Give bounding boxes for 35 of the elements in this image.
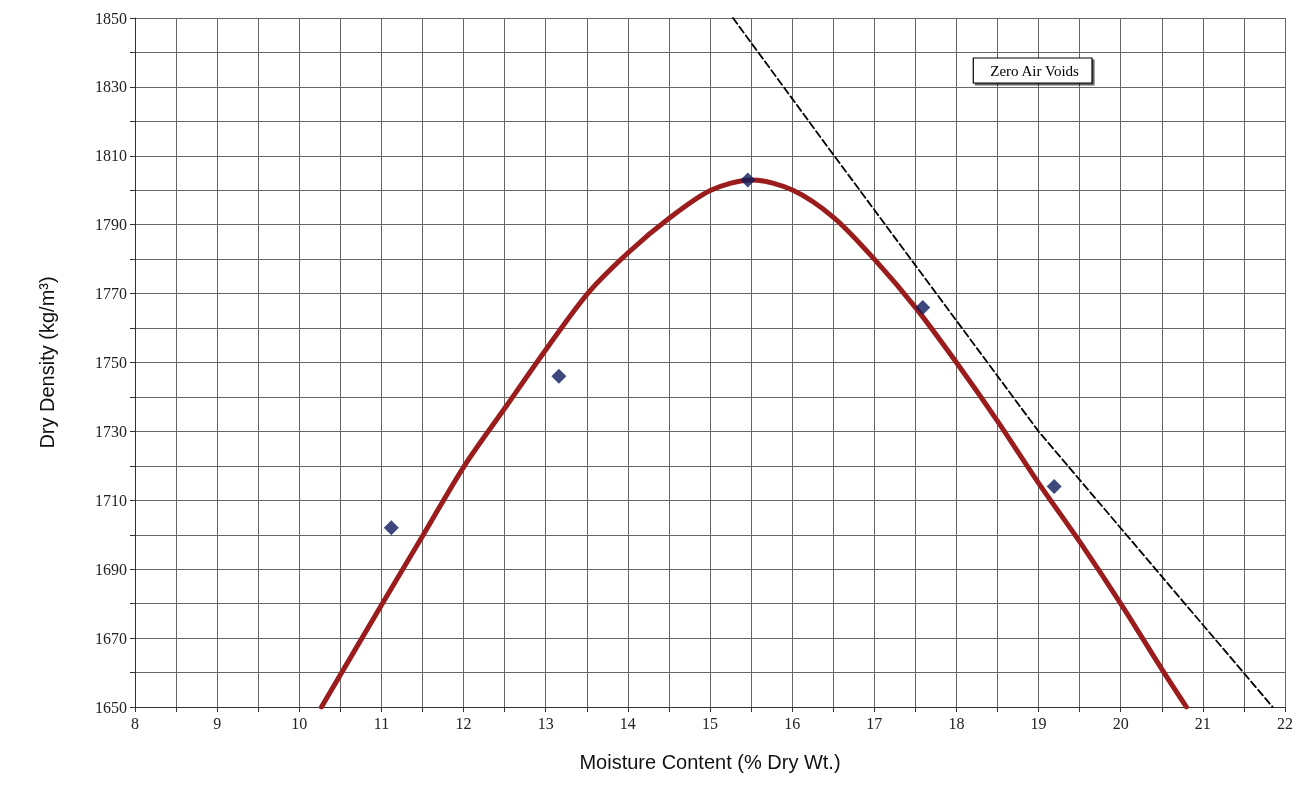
point (740, 172, 756, 188)
x-tick-label: 11 (373, 714, 390, 732)
point (1046, 479, 1062, 495)
y-tick-label: 1690 (95, 560, 127, 578)
x-tick-label: 14 (619, 714, 636, 732)
y-tick-label: 1710 (95, 491, 127, 509)
y-tick-label: 1650 (95, 698, 127, 716)
y-tick-label: 1750 (95, 354, 127, 371)
y-tick-label: 1830 (95, 78, 127, 96)
x-tick-label: 12 (455, 714, 472, 732)
y-tick-label: 1810 (95, 147, 127, 165)
point (915, 299, 931, 315)
y-tick-label: 1770 (95, 285, 127, 303)
y-tick-label: 1730 (95, 422, 127, 440)
x-tick-label: 17 (866, 714, 883, 732)
line-series (732, 17, 1274, 708)
x-tick-label: 8 (131, 714, 139, 732)
y-tick-label: 1790 (95, 216, 127, 234)
x-tick-label: 16 (784, 714, 801, 732)
y-axis-title: Dry Density (kg/m³) (36, 276, 58, 449)
y-tick-label: 1670 (95, 629, 127, 647)
x-axis-title: Moisture Content (% Dry Wt.) (579, 751, 841, 773)
x-tick-label: 15 (702, 714, 718, 732)
x-tick-label: 19 (1030, 714, 1047, 732)
x-tick-label: 22 (1277, 714, 1293, 732)
y-tick-label: 1850 (95, 9, 127, 27)
point (551, 368, 567, 384)
x-tick-label: 13 (537, 714, 554, 732)
x-tick-label: 20 (1112, 714, 1129, 732)
x-tick-label: 21 (1194, 714, 1211, 732)
x-tick-label: 18 (948, 714, 965, 732)
point (383, 520, 399, 536)
x-tick-label: 10 (291, 714, 308, 732)
text: Zero Air Voids (990, 62, 1080, 79)
x-tick-label: 9 (213, 714, 222, 732)
